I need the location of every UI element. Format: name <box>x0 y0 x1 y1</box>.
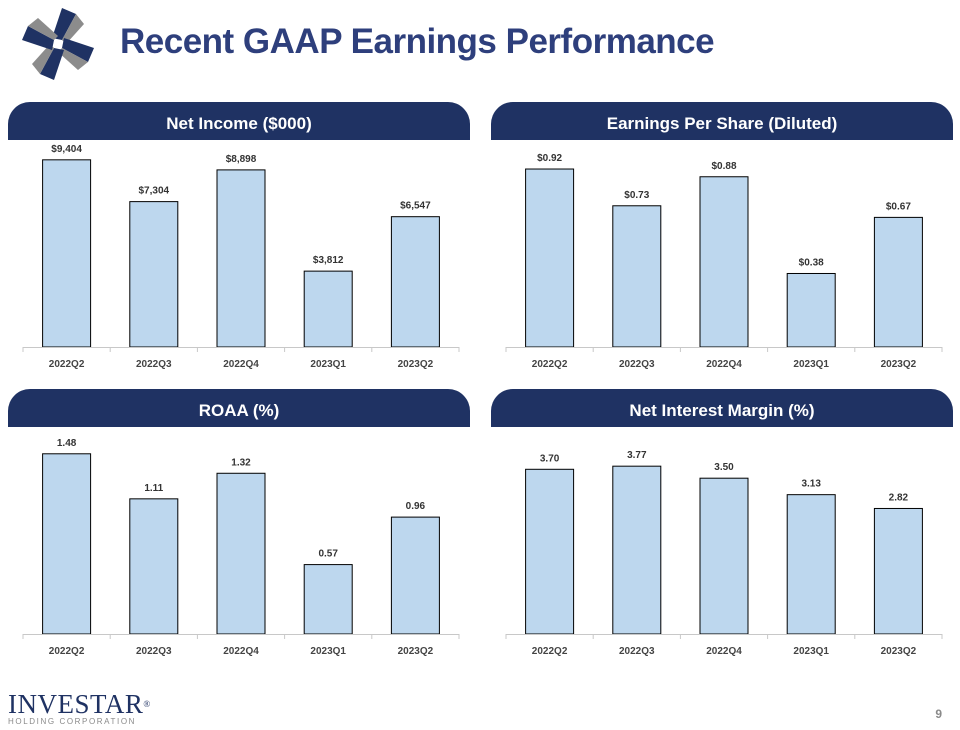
registered-mark: ® <box>143 699 151 709</box>
data-label-2022Q3: 3.77 <box>627 450 647 461</box>
bar-2022Q2 <box>42 159 92 348</box>
bar-2023Q1 <box>303 270 353 348</box>
x-tick-label-2022Q2: 2022Q2 <box>49 359 85 370</box>
net-income-chart: $9,404 2022Q2 $7,304 2022Q3 $8,898 2022Q4 $3,8… <box>22 144 460 370</box>
bar-2022Q3 <box>129 201 179 348</box>
roaa-panel: ROAA (%) 1.48 2022Q2 1.11 2022Q3 1.32 2022Q4 0… <box>8 389 470 659</box>
data-label-2022Q3: $0.73 <box>624 190 649 201</box>
data-label-2023Q1: 0.57 <box>318 549 338 560</box>
x-tick-label-2022Q3: 2022Q3 <box>136 646 172 657</box>
x-tick-label-2023Q2: 2023Q2 <box>881 359 917 370</box>
bar-2023Q2 <box>873 507 923 635</box>
x-tick-label-2022Q3: 2022Q3 <box>619 359 655 370</box>
x-tick-label-2023Q2: 2023Q2 <box>398 359 434 370</box>
bar-2022Q2 <box>525 168 575 348</box>
bar-2022Q2 <box>525 468 575 635</box>
roaa-chart: 1.48 2022Q2 1.11 2022Q3 1.32 2022Q4 0.57 2023Q1… <box>22 438 460 657</box>
bar-2023Q2 <box>390 216 440 348</box>
x-tick-label-2022Q3: 2022Q3 <box>619 646 655 657</box>
x-tick-label-2022Q4: 2022Q4 <box>706 646 742 657</box>
footer-company-name: INVESTAR® <box>8 689 151 719</box>
x-tick-label-2023Q1: 2023Q1 <box>310 359 346 370</box>
page-number: 9 <box>935 707 942 721</box>
bar-2022Q3 <box>129 498 179 635</box>
data-label-2023Q2: $6,547 <box>400 201 431 212</box>
page-title: Recent GAAP Earnings Performance <box>120 22 715 61</box>
x-tick-label-2022Q4: 2022Q4 <box>223 646 259 657</box>
data-label-2022Q4: $0.88 <box>711 161 736 172</box>
data-label-2023Q2: $0.67 <box>886 201 911 212</box>
eps-chart: $0.92 2022Q2 $0.73 2022Q3 $0.88 2022Q4 $0.38 20… <box>505 153 943 370</box>
x-tick-label-2023Q1: 2023Q1 <box>793 646 829 657</box>
eps-panel: Earnings Per Share (Diluted) $0.92 2022Q2… <box>491 102 953 372</box>
bar-2023Q2 <box>390 516 440 635</box>
x-tick-label-2023Q2: 2023Q2 <box>881 646 917 657</box>
data-label-2023Q2: 2.82 <box>889 492 909 503</box>
x-tick-label-2022Q4: 2022Q4 <box>706 359 742 370</box>
data-label-2022Q2: $0.92 <box>537 153 562 164</box>
bar-2022Q4 <box>699 176 749 348</box>
bar-2022Q4 <box>216 472 266 635</box>
data-label-2022Q4: $8,898 <box>226 154 257 165</box>
bar-2022Q2 <box>42 453 92 635</box>
x-tick-label-2023Q1: 2023Q1 <box>793 359 829 370</box>
data-label-2022Q4: 3.50 <box>714 462 734 473</box>
data-label-2023Q1: 3.13 <box>801 479 821 490</box>
data-label-2022Q3: $7,304 <box>139 186 170 197</box>
nim-panel: Net Interest Margin (%) 3.70 2022Q2 3.77 20… <box>491 389 953 659</box>
net-income-panel: Net Income ($000) $9,404 2022Q2 $7,304 2022… <box>8 102 470 372</box>
company-logo-mark <box>22 8 94 80</box>
data-label-2023Q1: $0.38 <box>799 257 824 268</box>
panel-title: Earnings Per Share (Diluted) <box>491 102 953 140</box>
bar-2022Q4 <box>216 169 266 348</box>
bar-2023Q1 <box>786 272 836 348</box>
x-tick-label-2023Q2: 2023Q2 <box>398 646 434 657</box>
bar-2022Q3 <box>612 465 662 635</box>
x-tick-label-2022Q2: 2022Q2 <box>532 646 568 657</box>
data-label-2022Q3: 1.11 <box>144 483 163 494</box>
data-label-2022Q2: 1.48 <box>57 438 77 449</box>
data-label-2022Q2: $9,404 <box>51 144 82 155</box>
data-label-2022Q4: 1.32 <box>231 457 251 468</box>
panel-title: ROAA (%) <box>8 389 470 427</box>
x-tick-label-2022Q2: 2022Q2 <box>532 359 568 370</box>
bar-2023Q1 <box>786 494 836 635</box>
bar-2023Q1 <box>303 564 353 635</box>
x-tick-label-2022Q3: 2022Q3 <box>136 359 172 370</box>
data-label-2023Q2: 0.96 <box>406 501 426 512</box>
data-label-2022Q2: 3.70 <box>540 453 560 464</box>
footer-company-subtitle: HOLDING CORPORATION <box>8 717 137 726</box>
bar-2022Q3 <box>612 205 662 348</box>
bar-2022Q4 <box>699 477 749 635</box>
company-name-text: INVESTAR <box>8 689 144 719</box>
bar-2023Q2 <box>873 216 923 348</box>
panel-title: Net Income ($000) <box>8 102 470 140</box>
x-tick-label-2023Q1: 2023Q1 <box>310 646 346 657</box>
x-tick-label-2022Q2: 2022Q2 <box>49 646 85 657</box>
nim-chart: 3.70 2022Q2 3.77 2022Q3 3.50 2022Q4 3.13 2023Q1… <box>505 450 943 657</box>
data-label-2023Q1: $3,812 <box>313 255 344 266</box>
x-tick-label-2022Q4: 2022Q4 <box>223 359 259 370</box>
panel-title: Net Interest Margin (%) <box>491 389 953 427</box>
footer-logo: INVESTAR® HOLDING CORPORATION <box>8 689 151 727</box>
